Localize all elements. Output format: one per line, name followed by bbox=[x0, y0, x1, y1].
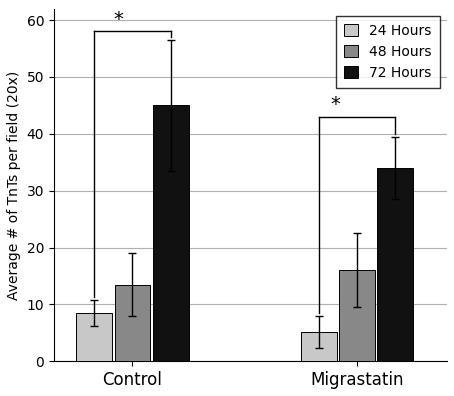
Bar bbox=[377, 168, 413, 361]
Bar bbox=[76, 313, 112, 361]
Bar bbox=[301, 332, 337, 361]
Bar bbox=[339, 270, 375, 361]
Text: *: * bbox=[330, 95, 340, 114]
Bar bbox=[114, 285, 150, 361]
Text: *: * bbox=[113, 10, 123, 29]
Y-axis label: Average # of TnTs per field (20x): Average # of TnTs per field (20x) bbox=[7, 70, 21, 300]
Legend: 24 Hours, 48 Hours, 72 Hours: 24 Hours, 48 Hours, 72 Hours bbox=[336, 16, 440, 88]
Bar bbox=[153, 105, 189, 361]
